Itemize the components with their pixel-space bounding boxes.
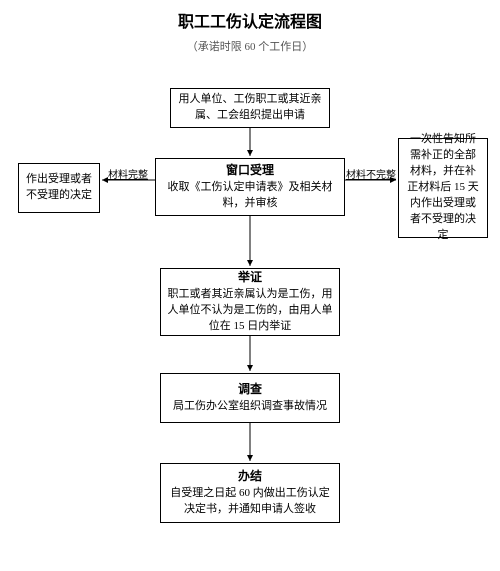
page-subtitle: （承诺时限 60 个工作日） [0,38,500,54]
node-finish: 办结 自受理之日起 60 内做出工伤认定决定书，并通知申请人签收 [160,463,340,523]
page-title: 职工工伤认定流程图 [0,8,500,32]
node-apply: 用人单位、工伤职工或其近亲属、工会组织提出申请 [170,88,330,128]
node-investigate-text: 局工伤办公室组织调查事故情况 [173,399,327,415]
node-accept: 窗口受理 收取《工伤认定申请表》及相关材料，并审核 [155,158,345,216]
node-right-text: 一次性告知所需补正的全部材料，并在补正材料后 15 天内作出受理或者不受理的决定 [405,132,481,244]
node-investigate: 调查 局工伤办公室组织调查事故情况 [160,373,340,423]
node-accept-title: 窗口受理 [226,162,274,179]
node-apply-text: 用人单位、工伤职工或其近亲属、工会组织提出申请 [177,92,323,124]
node-left-text: 作出受理或者不受理的决定 [25,172,93,204]
node-evidence: 举证 职工或者其近亲属认为是工伤，用人单位不认为是工伤的，由用人单位在 15 日… [160,268,340,336]
node-finish-title: 办结 [238,468,262,485]
edge-label-complete: 材料完整 [108,166,148,181]
node-left: 作出受理或者不受理的决定 [18,163,100,213]
node-right: 一次性告知所需补正的全部材料，并在补正材料后 15 天内作出受理或者不受理的决定 [398,138,488,238]
edge-label-incomplete: 材料不完整 [346,166,396,181]
node-investigate-title: 调查 [238,381,262,398]
node-finish-text: 自受理之日起 60 内做出工伤认定决定书，并通知申请人签收 [167,486,333,518]
node-accept-text: 收取《工伤认定申请表》及相关材料，并审核 [162,180,338,212]
node-evidence-text: 职工或者其近亲属认为是工伤，用人单位不认为是工伤的，由用人单位在 15 日内举证 [167,287,333,335]
node-evidence-title: 举证 [238,269,262,286]
